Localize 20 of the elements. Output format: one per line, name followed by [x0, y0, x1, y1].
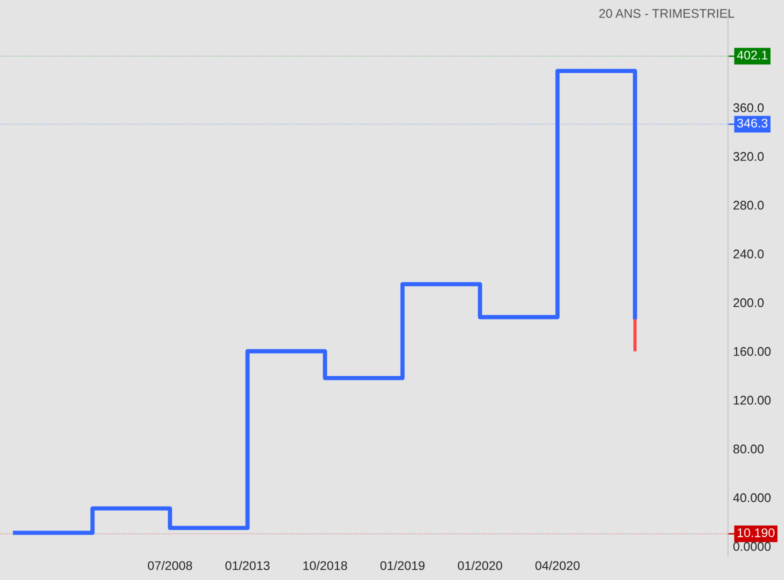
x-tick-label: 04/2020: [535, 560, 580, 570]
y-tick-label: 80.00: [733, 444, 764, 454]
y-tick-label: 280.0: [733, 200, 764, 210]
x-tick-label: 07/2008: [148, 560, 192, 570]
chart-subtitle: 20 ANS - TRIMESTRIEL: [599, 9, 734, 18]
y-tick-label: 160.00: [734, 347, 771, 356]
x-tick-label: 01/2020: [458, 560, 502, 570]
y-tick-label: 360.0: [733, 103, 764, 112]
y-tick-label: 120.00: [734, 396, 771, 405]
ref-line-label: 402.1: [737, 50, 768, 60]
ref-line-label: 10.190: [738, 528, 774, 538]
ref-line-label: 346.3: [737, 118, 768, 128]
x-tick-label: 10/2018: [303, 560, 348, 570]
y-tick-label: 240.0: [733, 250, 764, 258]
x-tick-label: 01/2019: [380, 560, 424, 570]
y-tick-label: 320.0: [733, 152, 764, 161]
y-tick-label: 40.000: [733, 493, 771, 502]
y-tick-label: 200.0: [733, 298, 764, 308]
y-tick-label: 0.0000: [733, 542, 771, 551]
x-tick-label: 01/2013: [225, 560, 270, 570]
